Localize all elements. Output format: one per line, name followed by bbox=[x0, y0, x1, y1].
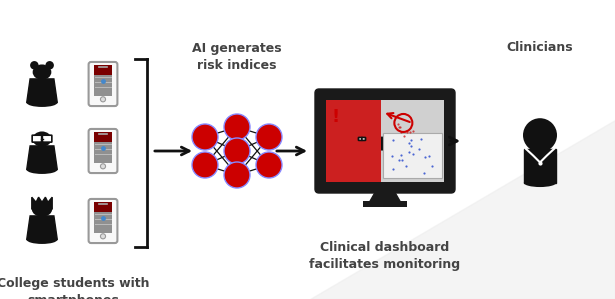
Text: AI generates
risk indices: AI generates risk indices bbox=[192, 42, 282, 72]
Polygon shape bbox=[369, 189, 401, 203]
Circle shape bbox=[100, 164, 106, 169]
Point bbox=[402, 130, 412, 135]
Circle shape bbox=[256, 152, 282, 178]
Ellipse shape bbox=[32, 202, 52, 217]
Point bbox=[424, 154, 434, 159]
Point bbox=[399, 134, 408, 138]
Point bbox=[403, 150, 413, 154]
FancyBboxPatch shape bbox=[89, 199, 117, 243]
Circle shape bbox=[100, 234, 106, 239]
FancyBboxPatch shape bbox=[359, 138, 362, 141]
Point bbox=[397, 158, 407, 163]
Point bbox=[419, 154, 429, 159]
Ellipse shape bbox=[33, 65, 51, 80]
Polygon shape bbox=[377, 141, 387, 149]
FancyBboxPatch shape bbox=[32, 135, 42, 142]
Ellipse shape bbox=[379, 137, 386, 142]
Bar bbox=[93, 142, 113, 163]
Point bbox=[407, 144, 416, 149]
Circle shape bbox=[30, 61, 39, 70]
Circle shape bbox=[100, 97, 106, 102]
FancyBboxPatch shape bbox=[42, 135, 52, 142]
Polygon shape bbox=[524, 149, 556, 183]
Point bbox=[415, 147, 424, 152]
Circle shape bbox=[46, 61, 54, 70]
Point bbox=[387, 153, 397, 158]
Point bbox=[395, 124, 405, 129]
Circle shape bbox=[523, 118, 557, 152]
Point bbox=[407, 138, 416, 143]
Point bbox=[396, 129, 406, 134]
Circle shape bbox=[192, 152, 218, 178]
Point bbox=[405, 130, 415, 135]
Circle shape bbox=[338, 135, 341, 138]
Point bbox=[394, 158, 403, 163]
FancyBboxPatch shape bbox=[89, 129, 117, 173]
Text: Clinical dashboard
facilitates monitoring: Clinical dashboard facilitates monitorin… bbox=[309, 241, 461, 271]
Circle shape bbox=[343, 135, 346, 138]
FancyBboxPatch shape bbox=[315, 89, 455, 193]
Bar bbox=[93, 132, 113, 142]
Polygon shape bbox=[26, 216, 57, 240]
Polygon shape bbox=[379, 135, 386, 139]
Point bbox=[408, 129, 418, 134]
Text: Clinicians: Clinicians bbox=[507, 41, 573, 54]
Bar bbox=[93, 65, 113, 75]
Point bbox=[387, 167, 397, 172]
FancyBboxPatch shape bbox=[89, 62, 117, 106]
Point bbox=[427, 163, 437, 168]
Point bbox=[408, 151, 418, 156]
Bar bbox=[93, 75, 113, 96]
Bar bbox=[326, 100, 444, 182]
Ellipse shape bbox=[26, 165, 57, 174]
Circle shape bbox=[256, 124, 282, 150]
Polygon shape bbox=[357, 141, 367, 149]
Point bbox=[396, 152, 406, 157]
Polygon shape bbox=[32, 197, 52, 209]
Point bbox=[416, 137, 426, 141]
Polygon shape bbox=[26, 146, 57, 170]
Ellipse shape bbox=[357, 148, 367, 151]
Point bbox=[393, 122, 403, 126]
Ellipse shape bbox=[339, 137, 345, 142]
Polygon shape bbox=[337, 141, 347, 149]
Polygon shape bbox=[310, 120, 615, 299]
Ellipse shape bbox=[26, 98, 57, 107]
Bar bbox=[326, 100, 381, 182]
Bar bbox=[93, 202, 113, 212]
FancyBboxPatch shape bbox=[362, 138, 365, 141]
Ellipse shape bbox=[359, 137, 365, 142]
Circle shape bbox=[192, 124, 218, 150]
Point bbox=[401, 164, 411, 169]
Text: College students with
smartphones: College students with smartphones bbox=[0, 277, 149, 299]
Circle shape bbox=[224, 162, 250, 188]
Bar bbox=[363, 201, 407, 207]
Point bbox=[394, 125, 404, 129]
Polygon shape bbox=[26, 79, 57, 103]
Point bbox=[404, 141, 414, 146]
Point bbox=[419, 171, 429, 176]
Ellipse shape bbox=[524, 179, 556, 187]
Ellipse shape bbox=[377, 148, 387, 151]
Bar bbox=[384, 133, 442, 178]
Circle shape bbox=[224, 114, 250, 140]
Circle shape bbox=[224, 138, 250, 164]
Ellipse shape bbox=[26, 235, 57, 244]
Text: !: ! bbox=[331, 108, 339, 126]
Point bbox=[388, 137, 398, 142]
Ellipse shape bbox=[337, 148, 347, 151]
Ellipse shape bbox=[33, 132, 51, 147]
Bar bbox=[93, 212, 113, 233]
